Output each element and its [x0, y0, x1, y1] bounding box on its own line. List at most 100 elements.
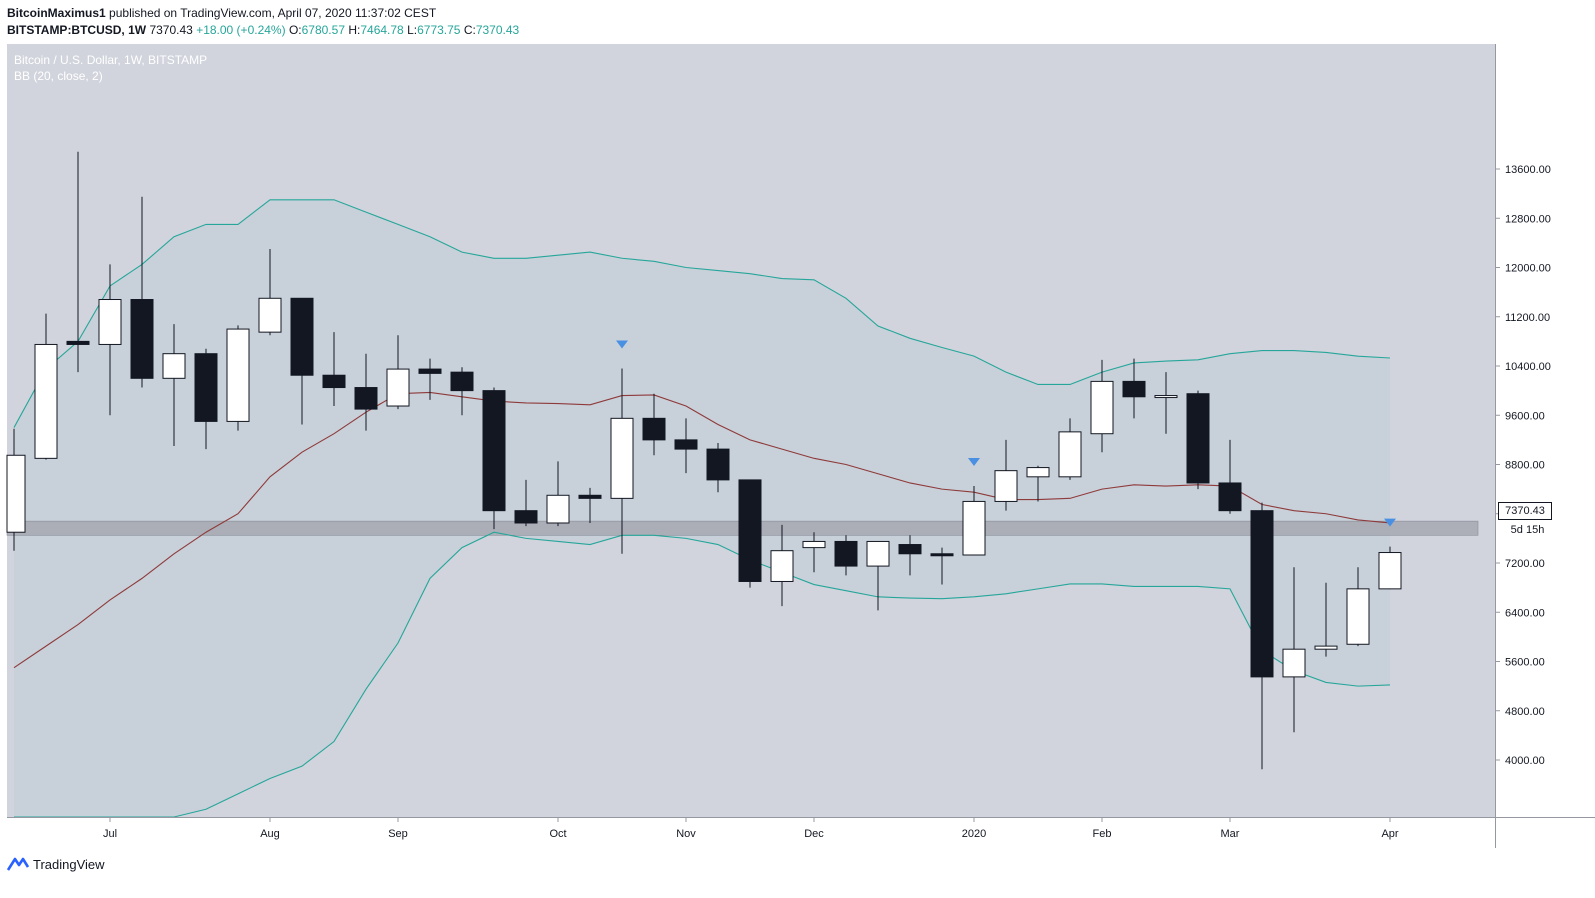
candle [386, 335, 410, 410]
time-axis[interactable]: Jul Aug Sep Oct Nov Dec 2020 Feb Mar Apr [103, 817, 1399, 840]
bar-countdown-tag: 5d 15h [1505, 521, 1550, 539]
candle-body [770, 550, 794, 582]
candle-body [1122, 380, 1146, 398]
candle [66, 151, 90, 373]
candle-body [674, 439, 698, 450]
close-value: 7370.43 [475, 23, 520, 37]
candle-body [1250, 510, 1274, 678]
candle [930, 547, 954, 585]
candle [1218, 439, 1242, 514]
candle [1282, 567, 1306, 733]
candle-body [6, 454, 26, 533]
time-tick-label: Nov [676, 828, 696, 840]
candle [770, 524, 794, 607]
candle-body [1154, 395, 1178, 399]
author-name[interactable]: BitcoinMaximus1 [7, 6, 106, 20]
published-text: published on TradingView.com, April 07, … [109, 6, 437, 20]
price-tick-label: 8800.00 [1505, 460, 1545, 472]
candle-body [1218, 482, 1242, 512]
time-tick-label: Mar [1221, 828, 1240, 840]
price-tick-label: 13600.00 [1505, 164, 1551, 176]
candle [866, 540, 890, 611]
price-axis[interactable]: 13600.00 12800.00 12000.00 11200.00 10400.00… [1495, 164, 1551, 767]
candle [258, 249, 282, 336]
chart-legend: Bitcoin / U.S. Dollar, 1W, BITSTAMP BB (… [14, 52, 207, 84]
candle-body [930, 553, 954, 557]
footer [0, 848, 1595, 898]
candle-body [482, 390, 506, 512]
candle-body [354, 387, 378, 410]
candle [1186, 390, 1210, 490]
candle-body [162, 353, 186, 379]
price-tick-label: 11200.00 [1505, 312, 1550, 324]
candle-body [642, 417, 666, 441]
candle-body [130, 299, 154, 379]
signal-markers [616, 340, 1396, 527]
candle-body [802, 540, 826, 549]
candle [98, 264, 122, 416]
candle-body [1058, 431, 1082, 478]
candle [994, 439, 1018, 511]
candle-body [866, 540, 890, 567]
candle [610, 368, 634, 554]
publish-info: BitcoinMaximus1 published on TradingView… [7, 6, 436, 20]
candle [1122, 358, 1146, 419]
close-label: C: [463, 23, 476, 37]
candle [6, 428, 26, 551]
time-tick-label: Oct [549, 828, 566, 840]
price-tick-label: 9600.00 [1505, 410, 1545, 422]
candle [1314, 582, 1338, 657]
signal-marker-icon [1384, 518, 1396, 527]
candle-body [386, 368, 410, 407]
time-tick-label: Feb [1093, 828, 1112, 840]
time-tick-label: Dec [804, 828, 824, 840]
candle-body [258, 297, 282, 333]
high-value: 7464.78 [360, 23, 404, 37]
time-tick-label: Aug [260, 828, 280, 840]
high-label: H: [348, 23, 361, 37]
candle [34, 313, 58, 460]
symbol-label[interactable]: BITSTAMP:BTCUSD, 1W [7, 23, 147, 37]
candle-body [1090, 380, 1114, 435]
candle-body [834, 540, 858, 567]
signal-marker-icon [616, 340, 628, 349]
candle-body [450, 371, 474, 392]
candle-body [1346, 588, 1370, 645]
price-chart[interactable]: 13600.00 12800.00 12000.00 11200.00 10400.00… [0, 0, 1595, 848]
candle [1346, 567, 1370, 647]
candle-body [1314, 645, 1338, 650]
last-price-value: 7370.43 [149, 23, 193, 37]
candle-body [1378, 552, 1402, 590]
candle [642, 393, 666, 456]
candle [482, 387, 506, 530]
candle [674, 418, 698, 474]
candle [1378, 546, 1402, 590]
legend-indicator[interactable]: BB (20, close, 2) [14, 69, 103, 83]
candle-body [706, 448, 730, 481]
price-tick-label: 6400.00 [1505, 607, 1545, 619]
candle [1154, 372, 1178, 434]
price-tick-label: 4800.00 [1505, 706, 1545, 718]
time-tick-label: 2020 [962, 828, 986, 840]
bb-basis-line [13, 391, 1391, 669]
candle [418, 358, 442, 400]
change-value: +18.00 (+0.24%) [196, 23, 286, 37]
tradingview-brand[interactable]: TradingView [33, 857, 105, 872]
tradingview-logo-icon[interactable] [7, 855, 29, 873]
legend-title: Bitcoin / U.S. Dollar, 1W, BITSTAMP [14, 53, 208, 67]
price-tick-label: 7200.00 [1505, 558, 1545, 570]
price-tick-label: 10400.00 [1505, 361, 1551, 373]
candle-body [578, 494, 602, 499]
candle-body [994, 470, 1018, 502]
candle [130, 196, 154, 388]
candles [6, 151, 1402, 770]
candle [898, 535, 922, 576]
candle [962, 486, 986, 556]
candle-body [194, 353, 218, 422]
price-tick-label: 5600.00 [1505, 657, 1545, 669]
candle [290, 297, 314, 425]
bb-upper-line [13, 199, 1391, 428]
open-label: O: [288, 23, 302, 37]
chart-header: BitcoinMaximus1 published on TradingView… [0, 0, 1595, 44]
candle-body [98, 299, 122, 345]
